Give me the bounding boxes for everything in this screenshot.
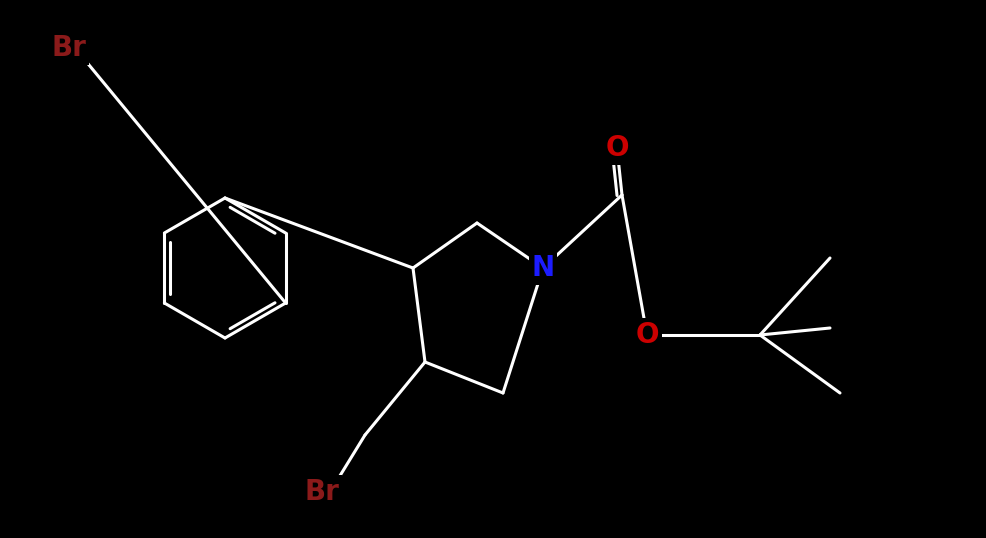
Text: Br: Br [51, 34, 87, 62]
Text: N: N [531, 254, 554, 282]
Text: O: O [635, 321, 659, 349]
Text: Br: Br [305, 478, 339, 506]
Text: O: O [605, 134, 629, 162]
